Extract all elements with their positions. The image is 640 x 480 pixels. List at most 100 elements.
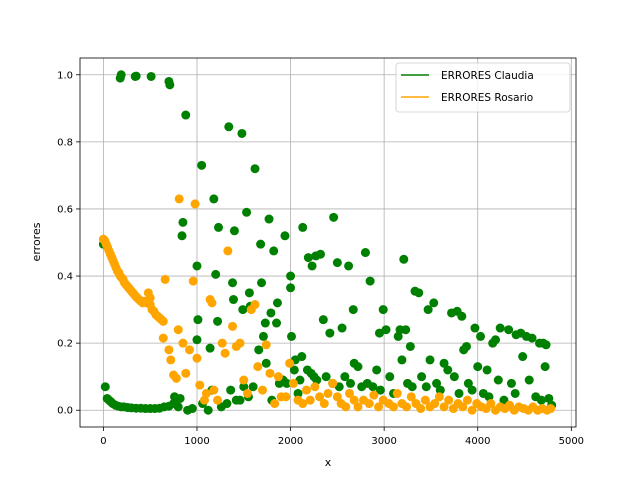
data-point bbox=[329, 212, 339, 222]
legend-box bbox=[395, 62, 571, 113]
data-point bbox=[429, 298, 439, 308]
data-point bbox=[345, 378, 355, 388]
data-point bbox=[476, 331, 486, 341]
data-point bbox=[192, 261, 202, 271]
y-tick-label: 0.0 bbox=[57, 406, 73, 417]
data-point bbox=[439, 358, 449, 368]
data-point bbox=[421, 382, 431, 392]
data-point bbox=[235, 395, 245, 405]
data-point bbox=[174, 194, 184, 204]
y-tick-label: 0.4 bbox=[57, 272, 73, 283]
data-point bbox=[416, 404, 426, 414]
data-point bbox=[209, 194, 219, 204]
data-point bbox=[389, 402, 399, 412]
data-point bbox=[506, 378, 516, 388]
data-point bbox=[321, 372, 331, 382]
data-point bbox=[432, 378, 442, 388]
data-point bbox=[287, 331, 296, 341]
data-point bbox=[178, 217, 188, 227]
data-point bbox=[524, 375, 534, 385]
data-point bbox=[228, 278, 238, 288]
data-point bbox=[316, 249, 326, 259]
data-point bbox=[261, 358, 271, 368]
data-point bbox=[467, 385, 477, 395]
data-point bbox=[473, 362, 483, 372]
data-point bbox=[217, 338, 227, 348]
data-point bbox=[541, 340, 551, 350]
data-point bbox=[266, 308, 276, 318]
data-point bbox=[192, 335, 202, 345]
data-point bbox=[197, 160, 207, 170]
data-point bbox=[195, 380, 205, 390]
legend-label-claudia: ERRORES Claudia bbox=[441, 70, 534, 82]
data-point bbox=[349, 395, 359, 405]
data-point bbox=[458, 402, 468, 412]
data-point bbox=[228, 321, 238, 331]
data-point bbox=[467, 405, 477, 415]
data-point bbox=[414, 288, 424, 298]
data-point bbox=[209, 385, 219, 395]
x-tick-label: 4000 bbox=[465, 436, 490, 447]
data-point bbox=[372, 365, 382, 375]
data-point bbox=[258, 331, 268, 341]
data-point bbox=[193, 315, 203, 325]
data-point bbox=[303, 253, 313, 263]
data-point bbox=[536, 395, 546, 405]
data-point bbox=[175, 393, 185, 403]
data-point bbox=[158, 333, 168, 343]
data-point bbox=[420, 395, 430, 405]
data-point bbox=[272, 298, 282, 308]
data-point bbox=[257, 385, 267, 395]
data-point bbox=[319, 399, 329, 409]
data-point bbox=[257, 278, 267, 288]
data-point bbox=[260, 318, 270, 328]
data-point bbox=[337, 323, 347, 333]
data-point bbox=[187, 404, 197, 414]
data-point bbox=[164, 345, 174, 355]
data-point bbox=[297, 352, 307, 362]
data-point bbox=[289, 365, 299, 375]
data-point bbox=[310, 382, 320, 392]
data-point bbox=[250, 164, 260, 174]
data-point bbox=[229, 226, 239, 236]
data-point bbox=[207, 298, 217, 308]
data-point bbox=[145, 293, 155, 303]
data-point bbox=[417, 372, 427, 382]
data-point bbox=[213, 316, 223, 326]
data-point bbox=[301, 385, 311, 395]
data-point bbox=[397, 355, 407, 365]
data-point bbox=[318, 315, 328, 325]
y-axis-label: errores bbox=[30, 222, 43, 261]
data-point bbox=[504, 325, 514, 335]
data-point bbox=[100, 382, 110, 392]
series-rosario bbox=[98, 194, 556, 415]
data-point bbox=[173, 325, 183, 335]
data-point bbox=[348, 305, 358, 315]
data-point bbox=[205, 343, 215, 353]
data-point bbox=[131, 71, 141, 81]
data-point bbox=[527, 333, 537, 343]
x-tick-label: 1000 bbox=[184, 436, 209, 447]
data-point bbox=[239, 382, 249, 392]
data-point bbox=[328, 378, 338, 388]
data-point bbox=[181, 110, 191, 120]
data-point bbox=[192, 353, 202, 363]
data-point bbox=[374, 402, 384, 412]
data-point bbox=[353, 402, 363, 412]
data-point bbox=[281, 392, 291, 402]
data-point bbox=[243, 388, 253, 398]
data-point bbox=[344, 261, 354, 271]
data-point bbox=[365, 276, 375, 286]
data-point bbox=[280, 231, 290, 241]
data-point bbox=[220, 348, 230, 358]
data-point bbox=[434, 392, 444, 402]
data-point bbox=[443, 365, 453, 375]
data-point bbox=[462, 395, 472, 405]
data-point bbox=[332, 392, 342, 402]
data-point bbox=[165, 80, 175, 90]
data-point bbox=[282, 378, 292, 388]
data-point bbox=[392, 388, 402, 398]
data-point bbox=[430, 399, 440, 409]
data-point bbox=[223, 246, 233, 256]
